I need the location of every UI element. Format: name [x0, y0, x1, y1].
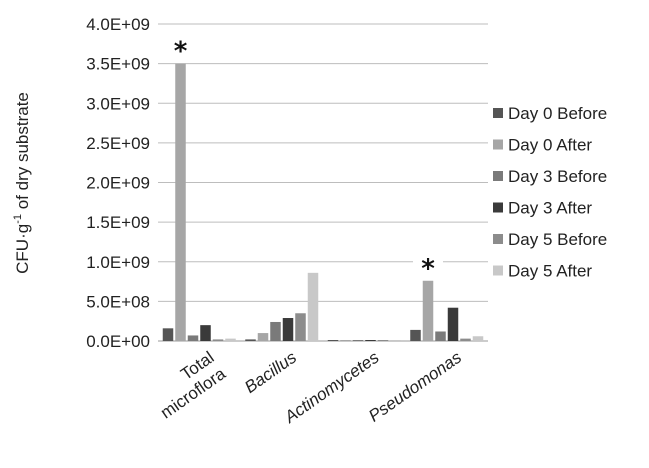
- bar: [257, 333, 269, 341]
- bar: [200, 325, 211, 341]
- bar: [270, 321, 281, 341]
- y-tick-label: 2.5E+09: [86, 134, 150, 153]
- annotation-background: [413, 252, 443, 279]
- legend-label: Day 5 Before: [508, 230, 607, 249]
- bars: [162, 63, 484, 341]
- bar: [225, 338, 236, 341]
- legend-label: Day 3 After: [508, 199, 592, 218]
- bar: [295, 313, 306, 341]
- bar: [410, 329, 421, 341]
- bar: [460, 338, 471, 341]
- y-tick-label: 2.0E+09: [86, 174, 150, 193]
- bar: [352, 340, 364, 341]
- y-tick-label: 1.5E+09: [86, 213, 150, 232]
- gridlines: [158, 23, 488, 342]
- bar: [435, 331, 446, 341]
- legend-swatch: [493, 234, 503, 244]
- y-tick-label: 5.0E+08: [86, 292, 150, 311]
- annotation-background: [165, 35, 196, 62]
- bar: [175, 63, 186, 341]
- bar: [365, 340, 376, 341]
- annotations: **: [165, 35, 443, 284]
- legend-label: Day 0 After: [508, 136, 592, 155]
- y-axis-label-rest: of dry substrate: [13, 92, 32, 214]
- bar: [340, 340, 351, 341]
- x-category-label: Bacillus: [241, 347, 300, 396]
- bar: [377, 340, 389, 341]
- bar: [447, 307, 459, 341]
- y-tick-label: 3.5E+09: [86, 55, 150, 74]
- x-category-label: Pseudomonas: [365, 347, 465, 425]
- y-tick-label: 1.0E+09: [86, 253, 150, 272]
- significance-asterisk: *: [421, 254, 435, 284]
- legend: Day 0 Before Day 0 After Day 3 Before Day 3…: [493, 104, 607, 281]
- legend-swatch: [493, 108, 503, 118]
- bar: [390, 340, 401, 341]
- y-axis-ticks: 0.0E+00 5.0E+08 1.0E+09 1.5E+09 2.0E+09 2.5E+…: [86, 15, 150, 351]
- bar: [162, 328, 174, 341]
- bar: [472, 336, 484, 341]
- legend-swatch: [493, 139, 503, 150]
- y-axis-label-main: CFU·g: [13, 224, 32, 274]
- bar: [245, 339, 256, 341]
- bar: [187, 335, 199, 341]
- bar: [212, 339, 224, 341]
- bar: [327, 340, 339, 341]
- legend-label: Day 0 Before: [508, 104, 607, 123]
- significance-asterisk: *: [174, 37, 188, 67]
- y-tick-label: 3.0E+09: [86, 94, 150, 113]
- y-tick-label: 0.0E+00: [86, 332, 150, 351]
- y-axis-label-sup: -1: [12, 214, 24, 224]
- legend-swatch: [493, 202, 503, 213]
- legend-swatch: [493, 171, 503, 181]
- bar: [282, 318, 294, 341]
- y-axis-label: CFU·g-1 of dry substrate: [12, 92, 32, 274]
- legend-label: Day 3 Before: [508, 167, 607, 186]
- y-tick-label: 4.0E+09: [86, 15, 150, 34]
- legend-swatch: [493, 265, 503, 276]
- bar: [307, 272, 319, 341]
- x-category-label-line: Bacillus: [241, 347, 300, 396]
- x-category-label-line: Pseudomonas: [365, 347, 465, 425]
- legend-label: Day 5 After: [508, 262, 592, 281]
- bar: [422, 280, 434, 341]
